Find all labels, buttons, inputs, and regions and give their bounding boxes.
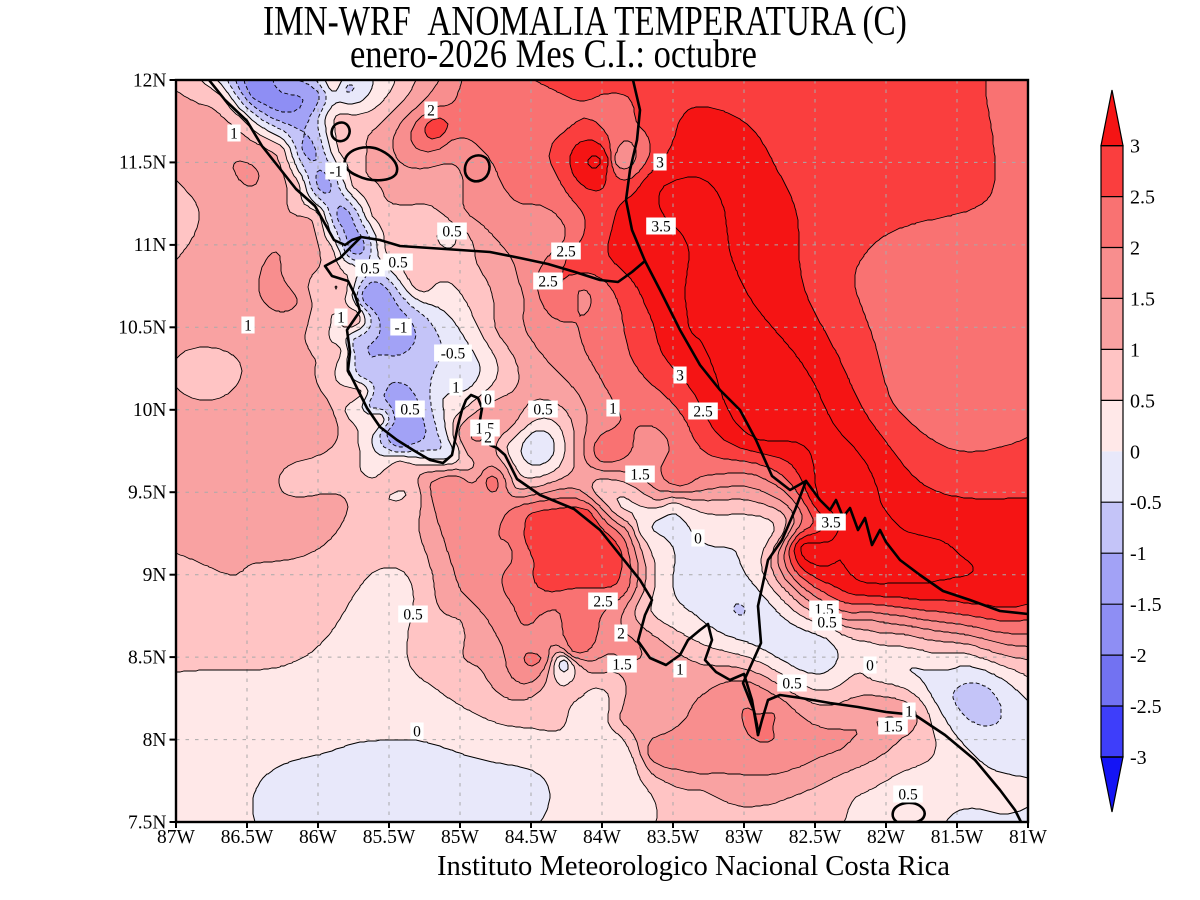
svg-text:IMN-WRF ANOMALIA TEMPERATURA: IMN-WRF ANOMALIA TEMPERATURA (C)	[263, 0, 907, 45]
svg-text:0.5: 0.5	[360, 261, 380, 278]
svg-text:84.5W: 84.5W	[505, 827, 558, 848]
svg-text:0: 0	[1130, 441, 1140, 463]
svg-text:0.5: 0.5	[533, 402, 553, 419]
svg-text:1: 1	[230, 126, 238, 143]
svg-text:-1: -1	[395, 320, 408, 337]
svg-text:82W: 82W	[867, 827, 906, 848]
svg-text:-2.5: -2.5	[1130, 696, 1162, 718]
svg-text:3: 3	[656, 155, 664, 172]
svg-text:2: 2	[484, 430, 492, 447]
svg-text:2.5: 2.5	[693, 404, 713, 421]
svg-text:enero-2026 Mes C.I.: octubre: enero-2026 Mes C.I.: octubre	[350, 33, 757, 77]
svg-text:1: 1	[244, 318, 252, 335]
svg-text:1: 1	[1130, 339, 1140, 361]
svg-text:82.5W: 82.5W	[789, 827, 842, 848]
svg-text:0.5: 0.5	[388, 255, 408, 272]
svg-text:0: 0	[866, 658, 874, 675]
svg-text:1: 1	[609, 401, 617, 418]
svg-text:Instituto Meteorologico Nacion: Instituto Meteorologico Nacional Costa R…	[437, 851, 950, 882]
svg-text:8N: 8N	[143, 730, 167, 751]
svg-text:-2: -2	[1130, 645, 1147, 667]
svg-text:83.5W: 83.5W	[647, 827, 700, 848]
svg-text:8.5N: 8.5N	[128, 647, 166, 668]
svg-text:12N: 12N	[133, 70, 167, 91]
svg-text:3: 3	[676, 368, 684, 385]
svg-text:-1: -1	[330, 164, 343, 181]
svg-text:3.5: 3.5	[651, 219, 671, 236]
svg-text:1.5: 1.5	[612, 657, 632, 674]
svg-text:10.5N: 10.5N	[118, 318, 166, 339]
svg-text:2.5: 2.5	[538, 274, 558, 291]
svg-text:7.5N: 7.5N	[128, 812, 166, 833]
svg-text:-3: -3	[1130, 747, 1147, 769]
svg-text:0: 0	[484, 392, 492, 409]
svg-text:0: 0	[694, 531, 702, 548]
svg-text:-0.5: -0.5	[441, 346, 466, 363]
svg-text:1: 1	[676, 662, 684, 679]
svg-text:11N: 11N	[134, 235, 167, 256]
svg-text:0.5: 0.5	[782, 676, 802, 693]
svg-text:-1: -1	[1130, 543, 1147, 565]
svg-text:0.5: 0.5	[403, 607, 423, 624]
svg-text:0.5: 0.5	[400, 402, 420, 419]
svg-text:11.5N: 11.5N	[119, 153, 166, 174]
svg-text:2: 2	[1130, 238, 1140, 260]
svg-text:87W: 87W	[157, 827, 196, 848]
svg-text:85.5W: 85.5W	[363, 827, 416, 848]
svg-text:85W: 85W	[441, 827, 480, 848]
svg-text:1.5: 1.5	[883, 719, 903, 736]
svg-text:81.5W: 81.5W	[931, 827, 984, 848]
svg-text:0.5: 0.5	[442, 224, 462, 241]
svg-text:2.5: 2.5	[1130, 187, 1155, 209]
svg-text:83W: 83W	[725, 827, 764, 848]
svg-text:-1.5: -1.5	[1130, 594, 1162, 616]
svg-text:2: 2	[427, 103, 435, 120]
svg-text:0: 0	[413, 724, 421, 741]
svg-text:9.5N: 9.5N	[128, 483, 166, 504]
svg-text:10N: 10N	[133, 400, 167, 421]
svg-text:0.5: 0.5	[1130, 390, 1155, 412]
svg-text:3: 3	[1130, 136, 1140, 158]
svg-text:2: 2	[617, 626, 625, 643]
svg-text:-0.5: -0.5	[1130, 492, 1162, 514]
svg-text:81W: 81W	[1009, 827, 1048, 848]
svg-text:9N: 9N	[143, 565, 167, 586]
svg-text:1.5: 1.5	[1130, 288, 1155, 310]
svg-text:86.5W: 86.5W	[221, 827, 274, 848]
svg-text:0.5: 0.5	[817, 615, 837, 632]
svg-text:84W: 84W	[583, 827, 622, 848]
svg-text:1.5: 1.5	[630, 467, 650, 484]
svg-text:1: 1	[337, 310, 345, 327]
svg-text:1: 1	[905, 704, 913, 721]
svg-text:2.5: 2.5	[593, 594, 613, 611]
svg-text:0.5: 0.5	[898, 787, 918, 804]
svg-text:1: 1	[452, 380, 460, 397]
svg-text:3.5: 3.5	[821, 515, 841, 532]
svg-text:2.5: 2.5	[556, 244, 576, 261]
svg-text:86W: 86W	[299, 827, 338, 848]
